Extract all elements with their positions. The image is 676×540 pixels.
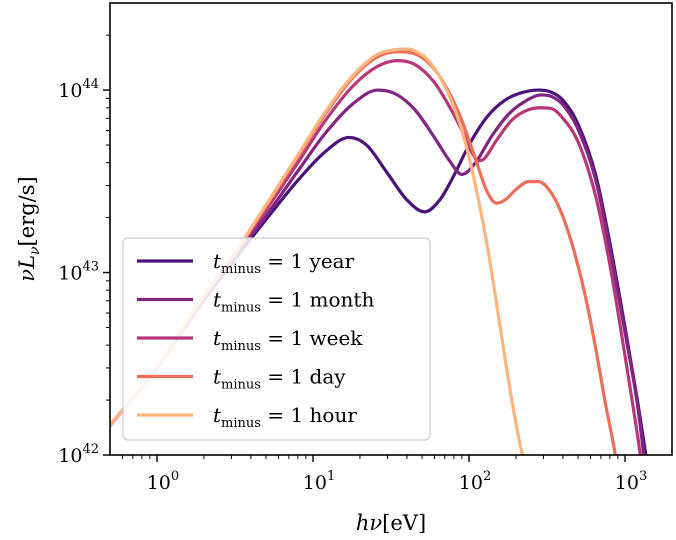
- x-tick-label-2: 101: [303, 469, 335, 494]
- x-tick-label-3: 102: [459, 469, 491, 494]
- series-line-2: [110, 88, 646, 455]
- legend-label-2: tminus = 1 month: [213, 288, 374, 316]
- series-line-5: [110, 47, 525, 455]
- y-tick-label-1: 1042: [58, 442, 99, 467]
- legend-label-5: tminus = 1 hour: [213, 403, 357, 431]
- legend-label-3: tminus = 1 week: [213, 326, 363, 354]
- x-tick-label-1: 100: [147, 469, 179, 494]
- y-tick-label-2: 1043: [58, 260, 99, 285]
- legend-frame: [122, 237, 431, 441]
- legend-label-1: tminus = 1 year: [213, 249, 355, 277]
- y-tick-label-3: 1044: [58, 77, 99, 102]
- series-layer: [110, 47, 648, 455]
- x-tick-label-4: 103: [615, 469, 647, 494]
- plot-frame: [109, 2, 673, 456]
- legend-label-4: tminus = 1 day: [213, 365, 346, 393]
- legend: tminus = 1 year tminus = 1 month tminus = …: [122, 237, 431, 441]
- x-axis-label: hν[eV]: [356, 511, 426, 535]
- tick-layer: 100 101 102 103 1042 1043 1044: [58, 34, 647, 494]
- y-axis-label: νLν[erg/s]: [15, 176, 43, 281]
